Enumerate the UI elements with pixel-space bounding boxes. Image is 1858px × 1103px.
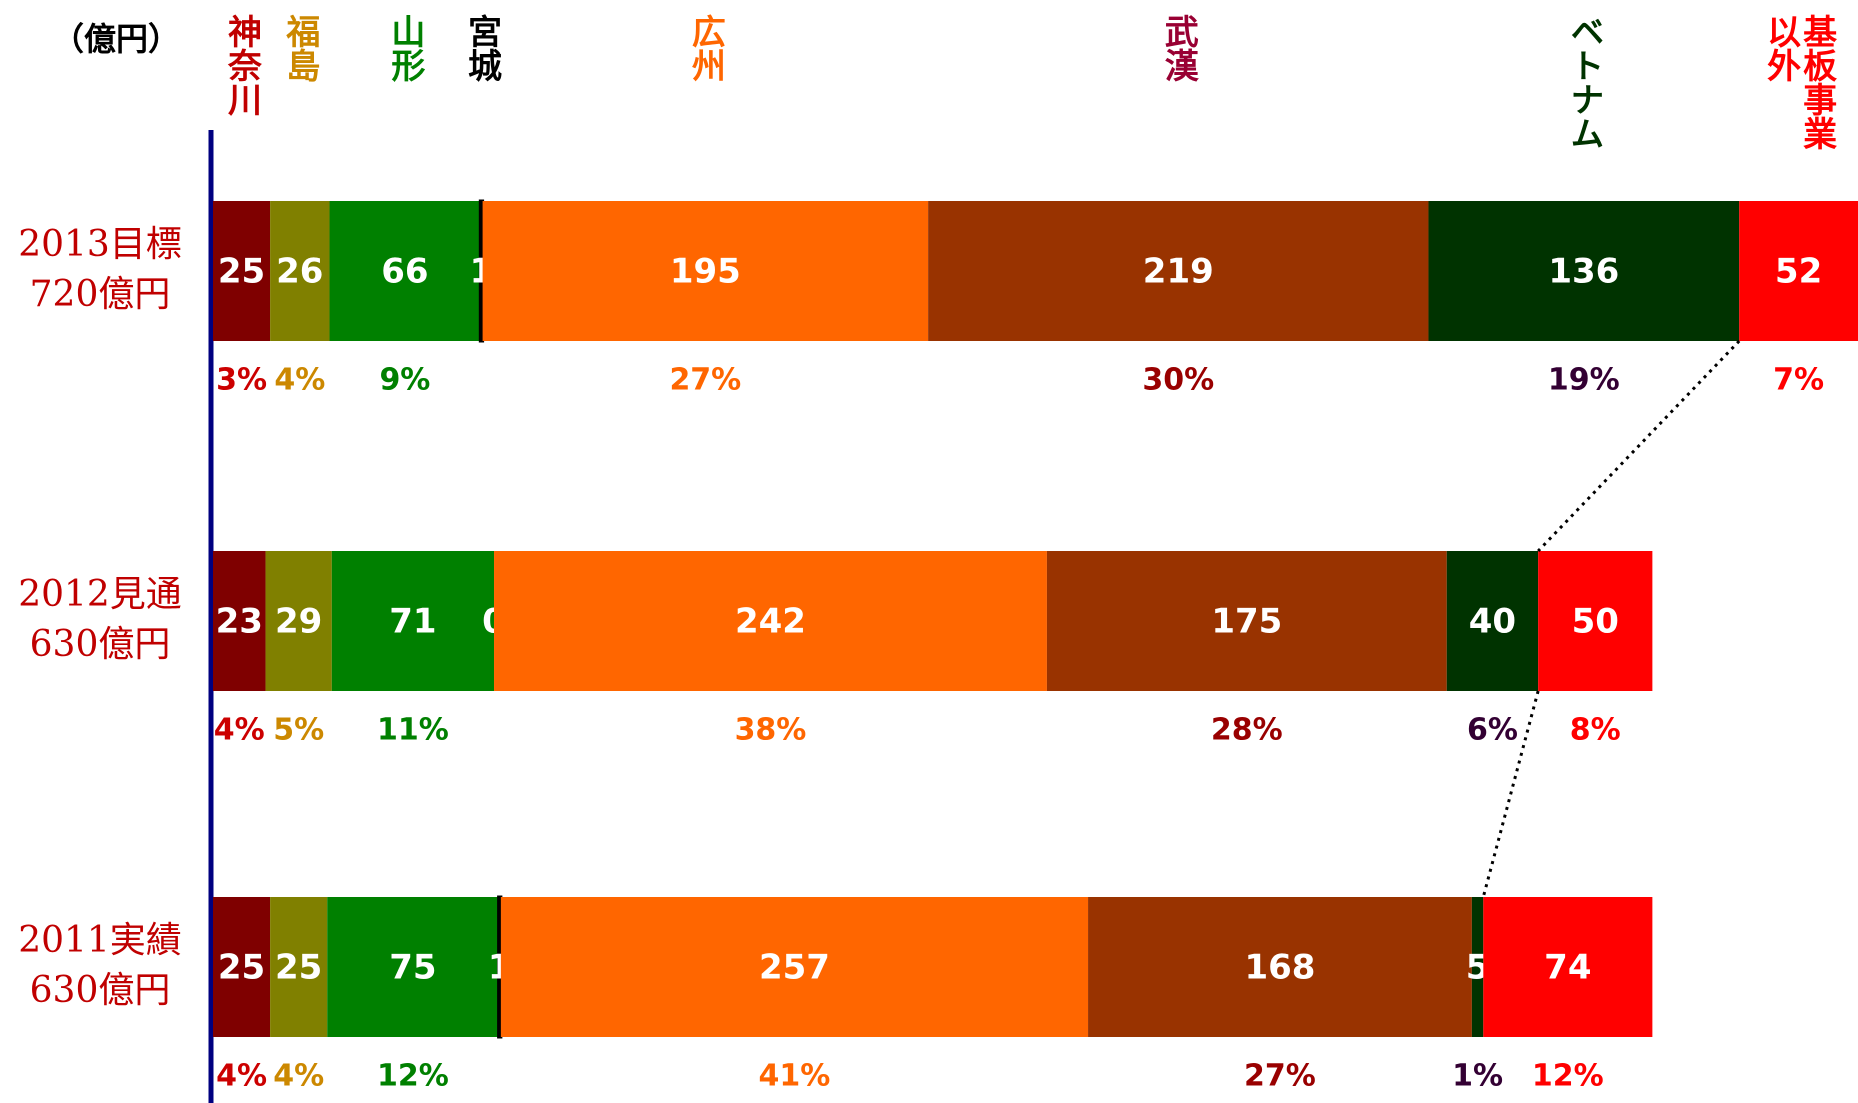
value-label: 52 [1775,252,1822,292]
value-label: 23 [216,602,263,642]
bar-segment [1046,551,1447,691]
percent-label: 28% [1211,713,1283,748]
legend-label: 神奈川 [221,14,262,116]
percent-label: 12% [1532,1059,1604,1094]
bar-segment [1483,897,1653,1037]
bar-segment [327,897,499,1037]
percent-label: 5% [273,713,324,748]
percent-label: 6% [1467,713,1518,748]
percent-label: 7% [1773,363,1824,398]
value-label: 257 [759,948,830,988]
bar-segment [213,201,271,341]
category-label: 2013目標 [18,224,182,265]
value-label: 219 [1143,252,1214,292]
value-label: 75 [389,948,436,988]
legend-label: 広州 [685,14,726,82]
value-label: 242 [735,602,806,642]
value-label: 195 [670,252,741,292]
percent-label: 9% [379,363,430,398]
bar-segment [331,551,495,691]
bar-segment [1428,201,1740,341]
value-label: 25 [218,252,265,292]
value-label: 29 [275,602,322,642]
category-subtitle: 630億円 [30,624,171,665]
value-label: 175 [1211,602,1282,642]
value-label: 40 [1469,602,1516,642]
category-subtitle: 720億円 [30,274,171,315]
category-subtitle: 630億円 [30,970,171,1011]
bar-segment [270,897,328,1037]
value-label: 25 [275,948,322,988]
value-label: 25 [218,948,265,988]
bar-segment [1739,201,1858,341]
legend-label: 武漢 [1158,14,1199,82]
value-label: 66 [381,252,428,292]
value-label: 71 [389,602,436,642]
category-label: 2012見通 [18,574,182,615]
percent-label: 4% [273,1059,324,1094]
bar-segment [213,551,266,691]
percent-label: 30% [1142,363,1214,398]
percent-label: 11% [377,713,449,748]
category-label: 2011実績 [18,920,182,961]
bar-segment [213,897,271,1037]
value-label: 50 [1572,602,1619,642]
percent-label: 4% [274,363,325,398]
percent-label: 4% [216,1059,267,1094]
legend-label: ベトナム [1563,14,1604,150]
bar-segment [482,201,929,341]
bar-segment [1471,897,1484,1037]
bar-segment [265,551,332,691]
percent-label: 27% [1244,1059,1316,1094]
value-label: 74 [1544,948,1591,988]
percent-label: 8% [1570,713,1621,748]
bar-segment [329,201,481,341]
bar-segment [270,201,330,341]
legend-label: 福島 [279,14,320,82]
connector [1481,690,1540,898]
bar-segment [928,201,1429,341]
percent-label: 3% [216,363,267,398]
value-label: 168 [1244,948,1315,988]
value-label: 136 [1548,252,1619,292]
bar-segment [1446,551,1539,691]
percent-label: 41% [759,1059,831,1094]
bar-segment [494,551,1047,691]
percent-label: 27% [669,363,741,398]
legend-label: 宮城 [461,14,502,82]
percent-label: 19% [1548,363,1620,398]
legend-label: 基板事業以外 [1760,14,1837,150]
connector [1537,339,1741,553]
unit-label: （億円） [52,20,181,58]
bar-segment [1538,551,1653,691]
legend-label: 山形 [384,14,425,82]
value-label: 26 [276,252,323,292]
percent-label: 1% [1452,1059,1503,1094]
percent-label: 4% [214,713,265,748]
bar-segment [500,897,1089,1037]
percent-label: 12% [377,1059,449,1094]
bar-segment [1088,897,1472,1037]
percent-label: 38% [735,713,807,748]
